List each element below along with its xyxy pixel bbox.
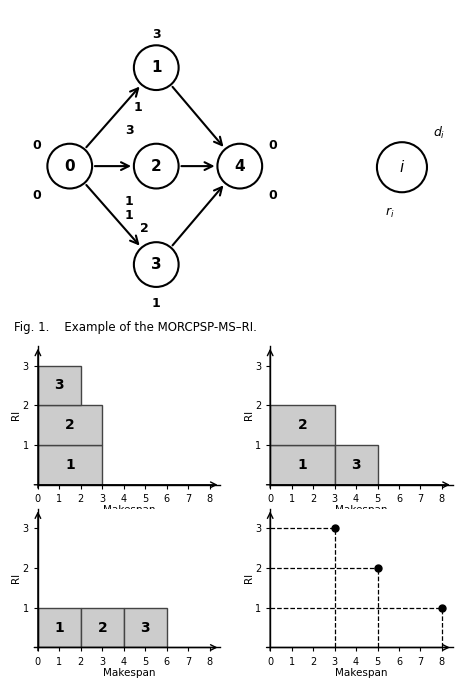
Bar	[81, 607, 124, 647]
Bar	[270, 445, 335, 485]
Bar	[38, 405, 102, 445]
Circle shape	[47, 144, 92, 188]
X-axis label: Makespan: Makespan	[103, 668, 155, 678]
Text: 1: 1	[134, 102, 143, 115]
Text: 2: 2	[151, 159, 162, 174]
Bar	[124, 607, 167, 647]
Text: (a): (a)	[120, 538, 138, 551]
Text: 1: 1	[65, 458, 75, 472]
X-axis label: Makespan: Makespan	[103, 505, 155, 515]
Text: 0: 0	[64, 159, 75, 174]
Text: i: i	[400, 160, 404, 175]
Text: 4: 4	[235, 159, 245, 174]
Bar	[335, 445, 377, 485]
Circle shape	[134, 45, 179, 90]
Text: 3: 3	[152, 28, 161, 41]
Circle shape	[377, 142, 427, 193]
Text: 3: 3	[140, 620, 150, 635]
Text: 0: 0	[33, 189, 41, 203]
Text: 0: 0	[268, 189, 277, 203]
Text: 1: 1	[298, 458, 307, 472]
Text: 2: 2	[298, 418, 307, 432]
Text: Fig. 1.    Example of the MORCPSP-MS–RI.: Fig. 1. Example of the MORCPSP-MS–RI.	[14, 321, 257, 334]
Bar	[270, 405, 335, 445]
Y-axis label: RI: RI	[11, 410, 21, 420]
Y-axis label: RI: RI	[244, 573, 254, 583]
X-axis label: Makespan: Makespan	[335, 505, 388, 515]
Text: 2: 2	[65, 418, 75, 432]
Circle shape	[134, 144, 179, 188]
Bar	[38, 445, 102, 485]
X-axis label: Makespan: Makespan	[335, 668, 388, 678]
Text: 3: 3	[151, 257, 162, 272]
Circle shape	[218, 144, 262, 188]
Text: 3: 3	[125, 124, 134, 137]
Text: 2: 2	[140, 222, 149, 235]
Text: (b): (b)	[353, 538, 370, 551]
Text: 2: 2	[98, 620, 107, 635]
Circle shape	[134, 242, 179, 287]
Bar	[38, 607, 81, 647]
Text: 0: 0	[268, 139, 277, 152]
Text: $d_i$: $d_i$	[433, 125, 445, 141]
Text: 3: 3	[351, 458, 361, 472]
Text: 1: 1	[55, 620, 64, 635]
Text: 1: 1	[125, 195, 134, 208]
Text: 0: 0	[33, 139, 41, 152]
Text: $r_i$: $r_i$	[385, 205, 394, 220]
Text: 3: 3	[55, 378, 64, 393]
Y-axis label: RI: RI	[11, 573, 21, 583]
Text: 1: 1	[151, 60, 162, 75]
Y-axis label: RI: RI	[244, 410, 254, 420]
Bar	[38, 365, 81, 405]
Text: 1: 1	[152, 297, 161, 310]
Text: 1: 1	[125, 209, 134, 222]
